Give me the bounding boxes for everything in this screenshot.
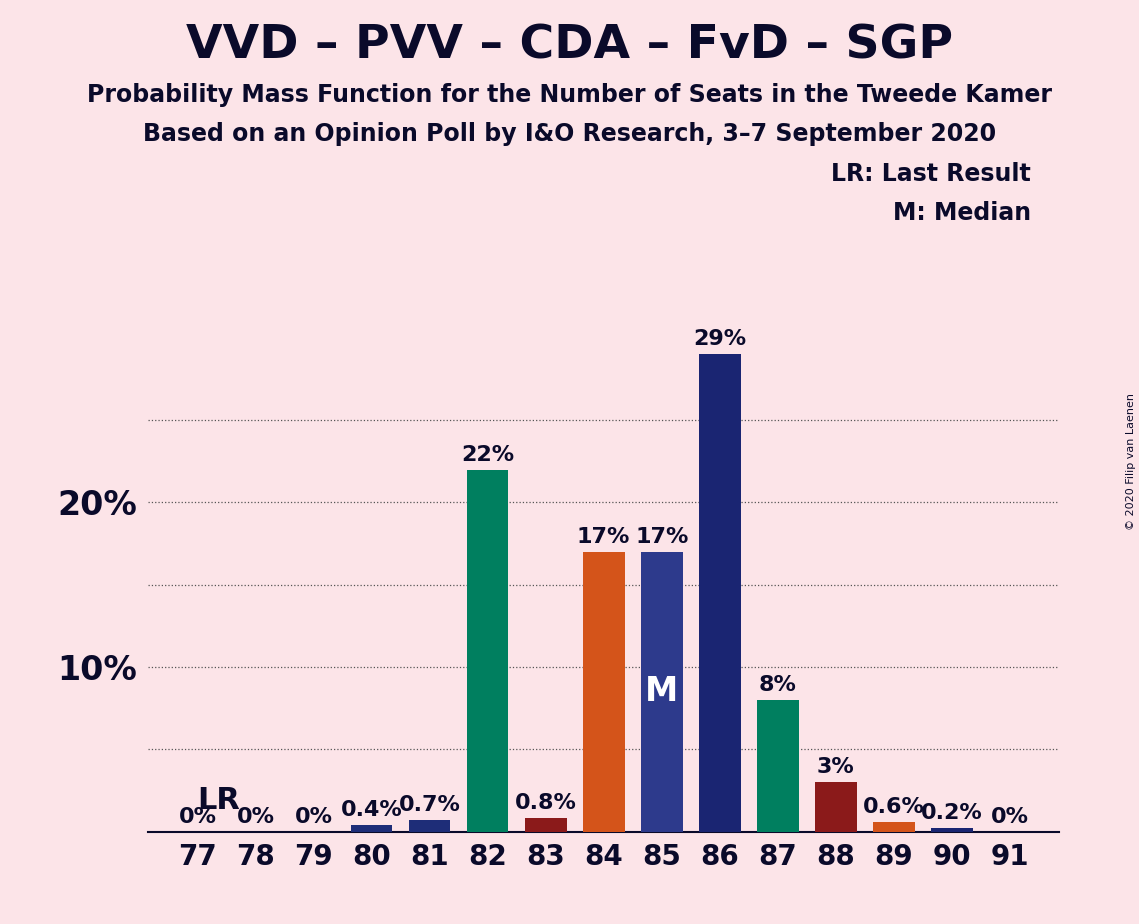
Text: 0%: 0% [237, 807, 274, 827]
Text: M: M [645, 675, 679, 708]
Text: 0.4%: 0.4% [341, 800, 402, 821]
Bar [872, 821, 915, 832]
Bar [641, 552, 682, 832]
Bar [757, 700, 798, 832]
Bar [699, 354, 740, 832]
Text: 3%: 3% [817, 758, 854, 777]
Text: 0%: 0% [179, 807, 216, 827]
Bar [931, 828, 973, 832]
Bar [409, 821, 450, 832]
Text: 0.8%: 0.8% [515, 794, 576, 813]
Text: 0%: 0% [295, 807, 333, 827]
Text: Probability Mass Function for the Number of Seats in the Tweede Kamer: Probability Mass Function for the Number… [87, 83, 1052, 107]
Text: VVD – PVV – CDA – FvD – SGP: VVD – PVV – CDA – FvD – SGP [186, 23, 953, 68]
Text: M: Median: M: Median [893, 201, 1031, 225]
Text: 22%: 22% [461, 444, 514, 465]
Text: LR: Last Result: LR: Last Result [831, 162, 1031, 186]
Text: 0.2%: 0.2% [921, 803, 983, 823]
Text: 17%: 17% [577, 527, 630, 547]
Text: Based on an Opinion Poll by I&O Research, 3–7 September 2020: Based on an Opinion Poll by I&O Research… [142, 122, 997, 146]
Text: 0.6%: 0.6% [863, 796, 925, 817]
Text: 17%: 17% [636, 527, 688, 547]
Bar [351, 825, 393, 832]
Text: 29%: 29% [694, 329, 746, 349]
Bar [525, 819, 566, 832]
Bar [814, 783, 857, 832]
Bar [467, 469, 508, 832]
Text: 0%: 0% [991, 807, 1029, 827]
Bar [583, 552, 624, 832]
Text: LR: LR [197, 785, 240, 815]
Text: © 2020 Filip van Laenen: © 2020 Filip van Laenen [1126, 394, 1136, 530]
Text: 8%: 8% [759, 675, 796, 695]
Text: 0.7%: 0.7% [399, 796, 460, 815]
